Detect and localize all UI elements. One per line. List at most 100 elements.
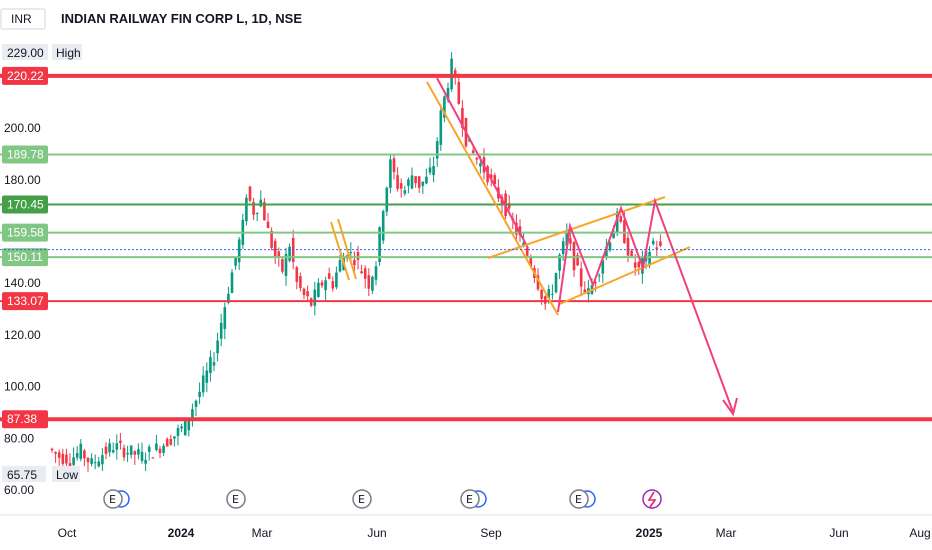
candle-body xyxy=(65,454,68,464)
x-axis: Oct 2024 Mar Jun Sep 2025 Mar Jun Aug xyxy=(58,526,931,540)
candle-body xyxy=(536,275,540,290)
low-label-box xyxy=(52,466,80,482)
candle-body xyxy=(299,276,302,288)
horizontal-levels[interactable]: 220.22 189.78 170.45 159.58 150.11 133.07 87.3… xyxy=(0,66,932,429)
level-price-label: 150.11 xyxy=(7,250,43,264)
projection-path[interactable] xyxy=(557,197,734,413)
candle-body xyxy=(57,452,61,458)
candle-body xyxy=(313,289,317,306)
y-tick-label: 180.00 xyxy=(4,173,41,187)
candle-body xyxy=(619,216,623,222)
candle-body xyxy=(126,452,129,455)
level-price-label: 189.78 xyxy=(7,148,44,162)
candle-body xyxy=(252,202,255,215)
candle-body xyxy=(522,242,525,247)
candle-body xyxy=(630,250,633,256)
candle-body xyxy=(270,230,273,248)
candle-body xyxy=(378,227,381,263)
candle-body xyxy=(659,241,662,246)
drawings[interactable] xyxy=(330,77,738,417)
rising-channel-lower[interactable] xyxy=(559,246,691,305)
candle-body xyxy=(493,175,497,185)
candle-body xyxy=(457,82,461,104)
candle-body xyxy=(601,260,605,274)
candle-body xyxy=(191,409,194,418)
candle-body xyxy=(525,247,529,256)
candle-body xyxy=(529,256,533,267)
candle-body xyxy=(547,289,551,299)
candle-body xyxy=(97,461,101,467)
candle-body xyxy=(144,459,147,464)
flag-line-1[interactable] xyxy=(330,221,350,281)
event-earnings-icon[interactable] xyxy=(460,489,480,509)
candle-body xyxy=(335,272,338,288)
candle-body xyxy=(277,251,281,257)
candle-body xyxy=(86,457,90,463)
candle-body xyxy=(165,438,169,447)
candle-body xyxy=(615,211,619,232)
event-label: E xyxy=(358,493,365,506)
candle-body xyxy=(324,280,327,291)
candle-body xyxy=(626,237,630,256)
y-tick-label: 80.00 xyxy=(4,431,34,445)
level-price-box xyxy=(2,66,48,85)
candle-body xyxy=(417,176,421,188)
candle-body xyxy=(61,453,65,464)
candle-body xyxy=(453,70,457,78)
candle-body xyxy=(306,291,309,297)
candle-body xyxy=(489,174,493,179)
chart-title-bar: INR INDIAN RAILWAY FIN CORP L, 1D, NSE xyxy=(0,8,302,30)
candle-body xyxy=(320,282,324,286)
candle-body xyxy=(554,273,558,293)
level-price-label: 159.58 xyxy=(7,226,44,240)
event-earnings-icon[interactable] xyxy=(103,489,123,509)
candle-body xyxy=(68,463,72,466)
event-earnings-icon[interactable] xyxy=(352,489,372,509)
candle-body xyxy=(475,157,479,160)
candle-body xyxy=(183,419,187,436)
falling-channel-lower[interactable] xyxy=(426,81,559,316)
event-label: E xyxy=(575,493,582,506)
lightning-glyph xyxy=(647,491,657,508)
symbol-title: INDIAN RAILWAY FIN CORP L, 1D, NSE xyxy=(61,11,302,26)
candle-body xyxy=(216,340,219,354)
candle-body xyxy=(54,452,57,454)
candle-body xyxy=(565,232,569,246)
lightning-event-icon[interactable] xyxy=(642,489,662,509)
level-price-box xyxy=(2,223,48,242)
candle-body xyxy=(198,391,201,398)
rising-channel-upper[interactable] xyxy=(487,196,666,259)
candle-body xyxy=(119,440,122,444)
candle-body xyxy=(363,268,367,279)
candle-body xyxy=(576,255,579,266)
candle-body xyxy=(223,307,227,329)
candle-body xyxy=(385,187,389,212)
falling-trend-line[interactable] xyxy=(436,77,529,249)
candle-body xyxy=(176,428,180,436)
candle-body xyxy=(558,254,561,271)
candle-body xyxy=(133,451,137,455)
candle-body xyxy=(407,179,410,186)
high-badge: 229.00 High xyxy=(2,44,82,60)
x-tick-label: Aug xyxy=(909,526,930,540)
event-earnings-icon[interactable] xyxy=(226,489,246,509)
flag-line-2[interactable] xyxy=(337,218,357,280)
candle-body xyxy=(648,252,651,265)
level-price-label: 170.45 xyxy=(7,197,44,211)
candle-body xyxy=(104,446,108,454)
level-price-label: 220.22 xyxy=(7,69,44,83)
candle-body xyxy=(471,150,475,153)
candle-body xyxy=(543,296,547,304)
candle-body xyxy=(360,271,363,274)
candle-body xyxy=(594,282,597,284)
candle-body xyxy=(579,268,583,287)
x-tick-label: Oct xyxy=(58,526,77,540)
candle-body xyxy=(281,259,284,272)
event-earnings-icon[interactable] xyxy=(569,489,589,509)
candle-body xyxy=(115,443,119,450)
price-axis: 60.00 80.00 100.00 120.00 140.00 180.00 200.00 xyxy=(4,121,41,497)
candle-body xyxy=(259,199,263,207)
currency-box xyxy=(0,8,46,30)
